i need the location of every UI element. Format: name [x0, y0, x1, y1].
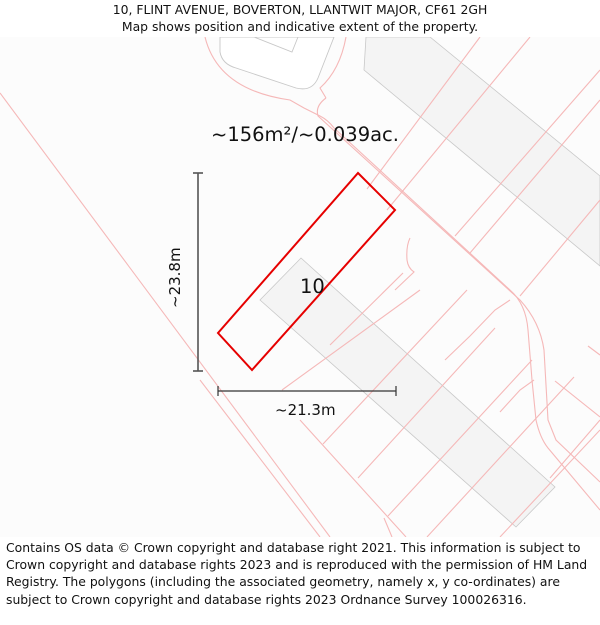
map-canvas: [0, 37, 600, 537]
copyright-attribution: Contains OS data © Crown copyright and d…: [6, 540, 588, 607]
vertical-dimension-label: ~23.8m: [166, 247, 184, 308]
horizontal-measure-line: [217, 386, 397, 396]
building-shapes: [259, 37, 600, 528]
property-map[interactable]: ~156m²/~0.039ac. 10 ~23.8m ~21.3m: [0, 37, 600, 537]
map-header: 10, FLINT AVENUE, BOVERTON, LLANTWIT MAJ…: [0, 0, 600, 38]
property-address: 10, FLINT AVENUE, BOVERTON, LLANTWIT MAJ…: [112, 2, 488, 17]
property-boundary[interactable]: [216, 171, 397, 372]
vertical-measure-line: [193, 172, 203, 372]
horizontal-dimension-label: ~21.3m: [275, 401, 336, 419]
boundary-lines: [0, 37, 600, 537]
house-number-label: 10: [300, 275, 325, 298]
building-outline-top: [219, 37, 335, 90]
area-label: ~156m²/~0.039ac.: [211, 123, 399, 146]
map-subtitle: Map shows position and indicative extent…: [121, 19, 479, 34]
